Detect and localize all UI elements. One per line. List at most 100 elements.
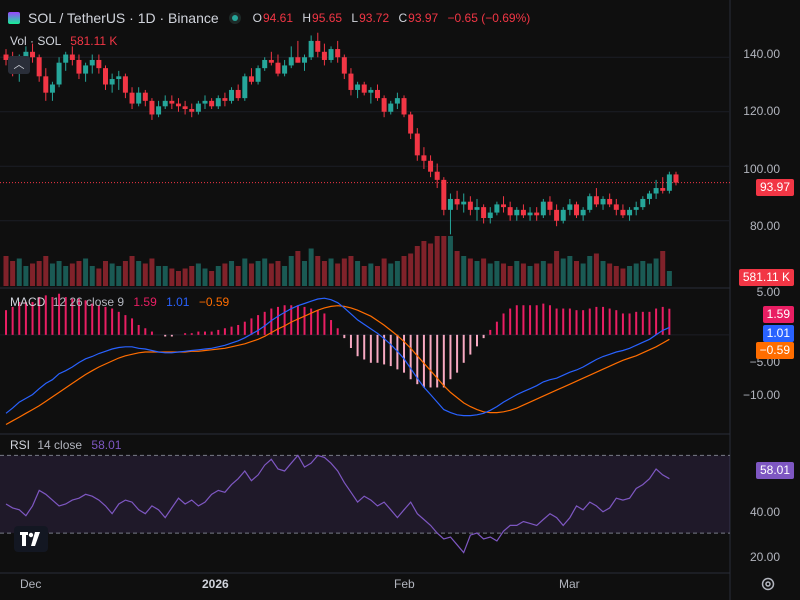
rsi-line: [5, 454, 670, 554]
candle-body: [461, 201, 467, 205]
volume-bar: [481, 258, 487, 286]
candle-body: [162, 100, 168, 107]
candle-body: [142, 92, 148, 101]
candle-body: [202, 100, 208, 104]
volume-bar: [321, 261, 327, 286]
candlestick-series: [3, 32, 679, 235]
ohlc-readout: O94.61 H95.65 L93.72 C93.97 −0.65 (−0.69…: [253, 11, 537, 25]
candle-body: [56, 62, 62, 85]
candle-body: [189, 109, 195, 112]
candle-body: [527, 212, 533, 216]
volume-bar: [282, 266, 288, 286]
candle-body: [507, 207, 513, 216]
candle-body: [434, 171, 440, 180]
rsi-label: RSI: [10, 438, 31, 452]
macd-signal-tag: −0.59: [755, 342, 794, 359]
candle-body: [169, 100, 175, 104]
candle-body: [487, 212, 493, 219]
volume-bar: [156, 266, 162, 286]
volume-bar: [520, 263, 526, 286]
candle-body: [414, 133, 420, 156]
volume-bar: [23, 266, 29, 286]
macd-signal-line: [5, 305, 670, 426]
candle-body: [328, 49, 334, 60]
candle-body: [547, 201, 553, 210]
volume-bar: [388, 263, 394, 286]
candle-body: [620, 209, 626, 216]
tradingview-logo-icon[interactable]: [14, 526, 48, 552]
volume-tag: 581.11 K: [738, 269, 794, 286]
candle-body: [103, 68, 109, 85]
candle-body: [122, 76, 128, 93]
candle-body: [613, 204, 619, 210]
volume-bar: [315, 256, 321, 286]
symbol-label[interactable]: SOL / TetherUS · 1D · Binance: [28, 10, 219, 26]
candle-body: [156, 106, 162, 115]
low-key: L: [351, 11, 359, 25]
high-value: 95.65: [312, 11, 343, 25]
volume-bar: [195, 263, 201, 286]
candle-body: [149, 100, 155, 115]
volume-bar: [235, 266, 241, 286]
volume-bar: [16, 258, 22, 286]
volume-bar: [587, 256, 593, 286]
volume-bar: [182, 268, 188, 286]
candle-body: [554, 209, 560, 221]
volume-legend[interactable]: Vol · SOL 581.11 K: [10, 34, 117, 48]
macd-signal-value: −0.59: [198, 295, 230, 309]
close-value: 93.97: [408, 11, 439, 25]
chevron-up-icon: ︿: [13, 59, 25, 71]
close-key: C: [398, 11, 408, 25]
candle-body: [175, 103, 181, 107]
volume-bar: [215, 266, 221, 286]
candle-body: [467, 201, 473, 210]
volume-bar: [202, 268, 208, 286]
volume-bar: [613, 266, 619, 286]
candle-body: [76, 59, 82, 74]
macd-params: 12 26 close 9: [52, 295, 125, 309]
candle-body: [421, 155, 427, 161]
rsi-band: [0, 455, 730, 534]
rsi-legend[interactable]: RSI 14 close 58.01: [10, 438, 121, 452]
candle-body: [401, 98, 407, 115]
volume-bar: [3, 256, 9, 286]
volume-bar: [527, 266, 533, 286]
macd-line: [5, 297, 670, 417]
volume-bar: [63, 266, 69, 286]
volume-bar: [428, 243, 434, 286]
change-value: −0.65 (−0.69%): [447, 11, 531, 25]
volume-bar: [49, 263, 55, 286]
volume-bar: [580, 263, 586, 286]
chart-header: SOL / TetherUS · 1D · Binance O94.61 H95…: [8, 8, 536, 28]
candle-body: [96, 59, 102, 69]
volume-bar: [646, 263, 652, 286]
volume-bar: [169, 268, 175, 286]
candle-body: [341, 57, 347, 74]
volume-bar: [222, 263, 228, 286]
candle-body: [308, 40, 314, 58]
candle-body: [514, 209, 520, 216]
candle-body: [454, 198, 460, 205]
collapse-legend-button[interactable]: ︿: [8, 56, 30, 74]
volume-bar: [255, 261, 261, 286]
candle-body: [30, 51, 36, 58]
volume-bar: [401, 256, 407, 286]
volume-bar: [540, 261, 546, 286]
volume-bar: [30, 263, 36, 286]
volume-bar: [308, 248, 314, 286]
candle-body: [494, 204, 500, 213]
volume-bar: [162, 266, 168, 286]
chart-grid: [0, 0, 731, 600]
macd-legend[interactable]: MACD 12 26 close 9 1.59 1.01 −0.59: [10, 295, 229, 309]
symbol-icon: [8, 12, 20, 24]
high-key: H: [302, 11, 312, 25]
candle-body: [36, 57, 42, 77]
price-tick: 120.00: [743, 104, 780, 118]
candle-body: [83, 65, 89, 74]
candle-body: [374, 89, 380, 99]
candle-body: [288, 57, 294, 66]
gear-icon[interactable]: [760, 576, 776, 592]
candle-body: [136, 92, 142, 104]
candle-body: [646, 193, 652, 199]
